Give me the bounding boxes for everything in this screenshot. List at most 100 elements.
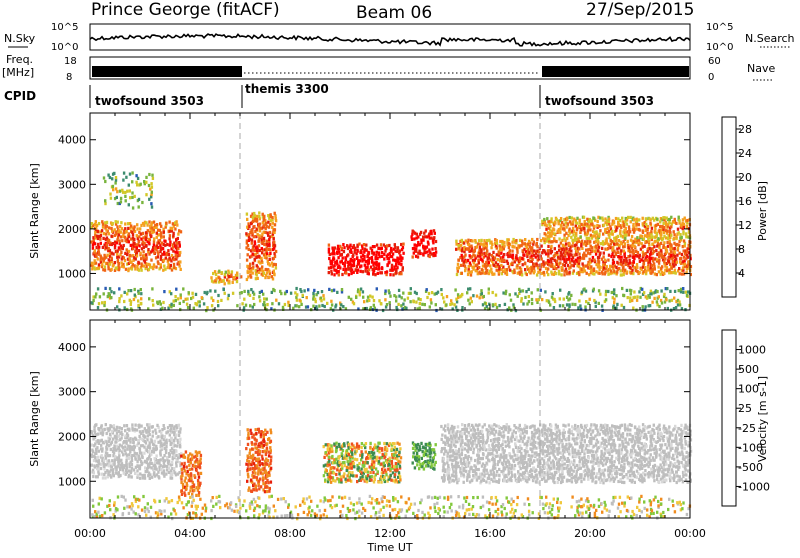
scatter-cell	[262, 472, 264, 475]
scatter-cell	[456, 273, 458, 276]
freq-block-1	[92, 66, 242, 77]
scatter-cell	[159, 300, 161, 303]
scatter-cell	[631, 269, 633, 272]
scatter-cell	[266, 472, 268, 475]
scatter-cell	[370, 479, 372, 482]
scatter-cell	[359, 293, 361, 296]
scatter-cell	[380, 462, 382, 465]
scatter-cell	[593, 267, 595, 270]
scatter-cell	[324, 305, 326, 308]
scatter-cell	[472, 294, 474, 297]
scatter-cell	[450, 299, 452, 302]
scatter-cell	[164, 465, 166, 468]
scatter-cell	[131, 446, 133, 449]
scatter-cell	[175, 244, 177, 247]
scatter-cell	[677, 303, 679, 306]
scatter-cell	[571, 244, 573, 247]
scatter-cell	[341, 247, 343, 250]
scatter-cell	[671, 299, 673, 302]
scatter-cell	[262, 293, 264, 296]
scatter-cell	[470, 297, 472, 300]
scatter-cell	[131, 475, 133, 478]
scatter-cell	[685, 235, 687, 238]
scatter-cell	[344, 464, 346, 467]
scatter-cell	[673, 230, 675, 233]
scatter-cell	[521, 242, 523, 245]
scatter-cell	[480, 248, 482, 251]
scatter-cell	[354, 458, 356, 461]
scatter-cell	[100, 234, 102, 237]
scatter-cell	[540, 245, 542, 248]
scatter-cell	[376, 456, 378, 459]
scatter-cell	[134, 294, 136, 297]
scatter-cell	[469, 254, 471, 257]
scatter-cell	[153, 471, 155, 474]
scatter-cell	[381, 468, 383, 471]
scatter-cell	[624, 237, 626, 240]
scatter-cell	[613, 220, 615, 223]
scatter-cell	[183, 491, 185, 494]
scatter-cell	[510, 299, 512, 302]
scatter-cell	[598, 302, 600, 305]
scatter-cell	[245, 463, 247, 466]
scatter-cell	[181, 493, 183, 496]
scatter-cell	[625, 263, 627, 266]
scatter-cell	[108, 226, 110, 229]
scatter-cell	[246, 265, 248, 268]
scatter-cell	[252, 297, 254, 300]
scatter-cell	[441, 434, 443, 437]
scatter-cell	[278, 302, 280, 305]
scatter-cell	[428, 442, 430, 445]
scatter-cell	[190, 474, 192, 477]
scatter-cell	[541, 298, 543, 301]
scatter-cell	[130, 289, 132, 292]
scatter-cell	[593, 272, 595, 275]
scatter-cell	[674, 247, 676, 250]
scatter-cell	[133, 238, 135, 241]
scatter-cell	[104, 428, 106, 431]
scatter-cell	[506, 273, 508, 276]
scatter-cell	[373, 456, 375, 459]
scatter-cell	[604, 271, 606, 274]
scatter-cell	[253, 225, 255, 228]
scatter-cell	[426, 449, 428, 452]
scatter-cell	[605, 290, 607, 293]
scatter-cell	[258, 211, 260, 214]
scatter-cell	[168, 221, 170, 224]
scatter-cell	[377, 470, 379, 473]
scatter-cell	[165, 257, 167, 260]
scatter-cell	[360, 446, 362, 449]
scatter-cell	[514, 292, 516, 295]
scatter-cell	[160, 235, 162, 238]
scatter-cell	[175, 434, 177, 437]
scatter-cell	[259, 299, 261, 302]
scatter-cell	[684, 263, 686, 266]
scatter-cell	[116, 225, 118, 228]
scatter-cell	[338, 472, 340, 475]
scatter-cell	[134, 288, 136, 291]
scatter-cell	[553, 298, 555, 301]
scatter-cell	[353, 261, 355, 264]
scatter-cell	[322, 294, 324, 297]
scatter-cell	[385, 473, 387, 476]
scatter-cell	[524, 296, 526, 299]
scatter-cell	[373, 299, 375, 302]
scatter-cell	[402, 303, 404, 306]
y-tick-label: 4000	[58, 134, 86, 147]
scatter-cell	[141, 438, 143, 441]
scatter-cell	[121, 462, 123, 465]
scatter-cell	[158, 462, 160, 465]
scatter-cell	[134, 472, 136, 475]
scatter-cell	[323, 445, 325, 448]
scatter-cell	[639, 296, 641, 299]
scatter-cell	[97, 456, 99, 459]
nave-tick-top: 60	[708, 56, 721, 67]
scatter-cell	[593, 288, 595, 291]
scatter-cell	[241, 291, 243, 294]
scatter-cell	[680, 288, 682, 291]
scatter-cell	[118, 430, 120, 433]
scatter-cell	[140, 257, 142, 260]
scatter-cell	[163, 290, 165, 293]
scatter-cell	[583, 227, 585, 230]
scatter-cell	[111, 459, 113, 462]
